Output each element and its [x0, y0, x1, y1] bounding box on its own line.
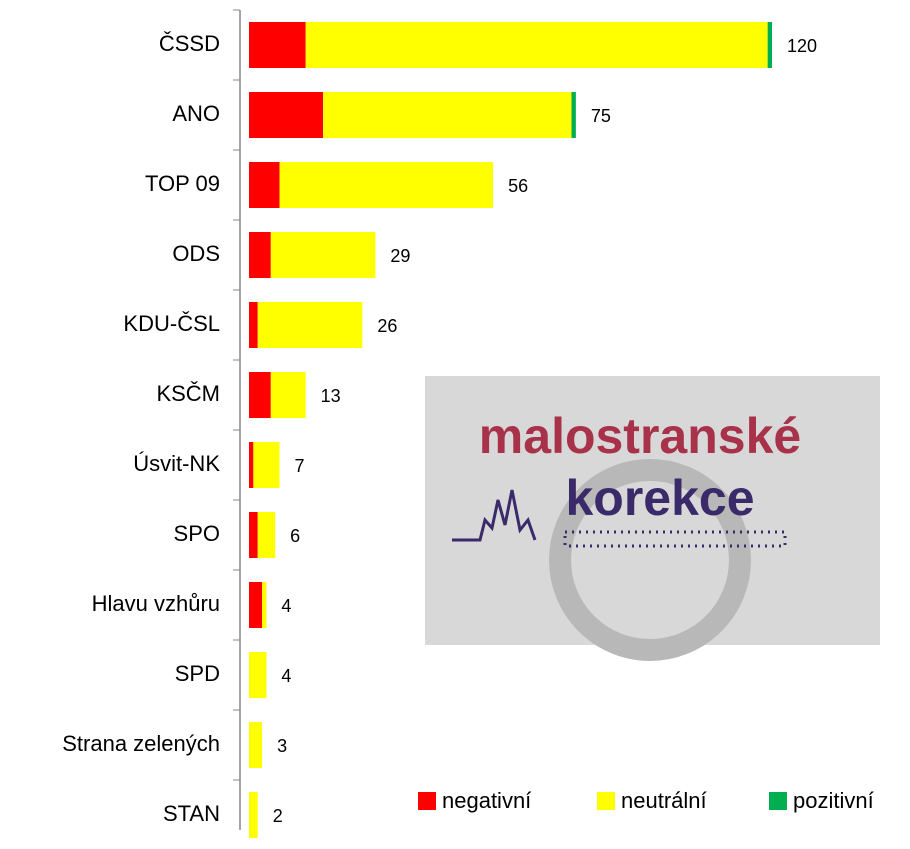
value-label: 120: [787, 36, 817, 56]
y-tick-label: ČSSD: [159, 31, 220, 56]
y-tick-label: KDU-ČSL: [123, 311, 220, 336]
value-label: 26: [377, 316, 397, 336]
y-tick-label: Hlavu vzhůru: [92, 591, 220, 616]
value-label: 4: [281, 596, 291, 616]
bar-segment: [280, 162, 494, 208]
logo: malostranské korekce: [425, 376, 880, 650]
legend-label: neutrální: [621, 788, 707, 813]
bar-segment: [258, 302, 363, 348]
value-label: 75: [591, 106, 611, 126]
bar-segment: [249, 302, 258, 348]
bar-segment: [323, 92, 571, 138]
value-label: 13: [321, 386, 341, 406]
legend-swatch: [769, 792, 787, 810]
logo-line2: korekce: [565, 470, 754, 526]
bar-segment: [249, 22, 306, 68]
y-tick-label: ODS: [172, 241, 220, 266]
bar-segment: [572, 92, 576, 138]
y-tick-label: SPO: [174, 521, 220, 546]
logo-line1: malostranské: [479, 408, 801, 464]
legend-swatch: [597, 792, 615, 810]
y-tick-label: SPD: [175, 661, 220, 686]
value-label: 7: [295, 456, 305, 476]
bar-segment: [249, 792, 258, 838]
legend-label: pozitivní: [793, 788, 874, 813]
bar-segment: [253, 442, 279, 488]
bar-segment: [306, 22, 768, 68]
bar-segment: [768, 22, 772, 68]
bar-segment: [249, 512, 258, 558]
value-label: 6: [290, 526, 300, 546]
y-tick-label: Strana zelených: [62, 731, 220, 756]
y-tick-label: Úsvit-NK: [133, 451, 220, 476]
bar-segment: [249, 372, 271, 418]
value-label: 3: [277, 736, 287, 756]
bar-segment: [249, 652, 266, 698]
legend-swatch: [418, 792, 436, 810]
page: {"chart_data": {"type": "stacked-bar-hor…: [0, 0, 910, 849]
y-tick-label: STAN: [163, 801, 220, 826]
value-label: 29: [390, 246, 410, 266]
bar-segment: [271, 372, 306, 418]
value-label: 2: [273, 806, 283, 826]
y-tick-label: KSČM: [156, 381, 220, 406]
bar-segment: [249, 722, 262, 768]
value-label: 56: [508, 176, 528, 196]
bar-segment: [249, 442, 253, 488]
value-label: 4: [281, 666, 291, 686]
bar-segment: [258, 512, 275, 558]
bar-segment: [249, 582, 262, 628]
bar-segment: [249, 232, 271, 278]
bar-segment: [249, 92, 323, 138]
bar-segment: [262, 582, 266, 628]
y-tick-label: ANO: [172, 101, 220, 126]
chart: malostranské korekce ČSSD 120 ANO 75 TOP 09 5…: [0, 0, 910, 849]
bar-segment: [271, 232, 376, 278]
y-tick-label: TOP 09: [145, 171, 220, 196]
bar-segment: [249, 162, 280, 208]
legend-label: negativní: [442, 788, 531, 813]
